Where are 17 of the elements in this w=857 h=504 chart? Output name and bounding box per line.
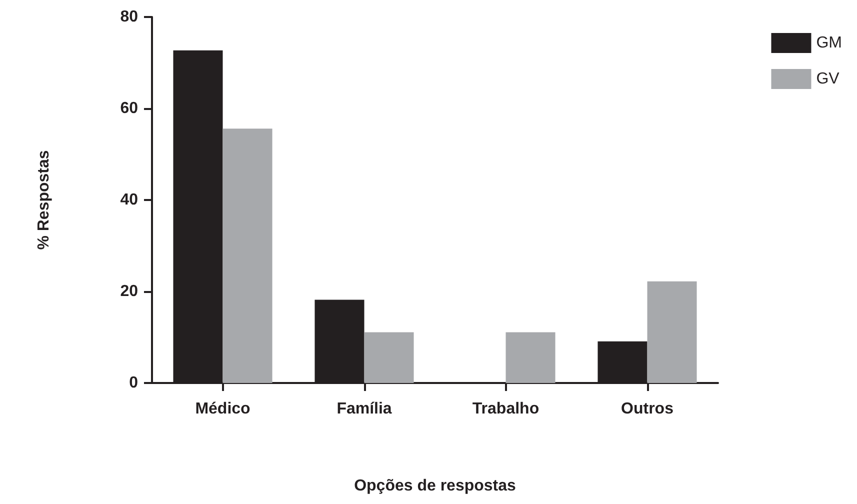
x-axis-title: Opções de respostas <box>354 478 516 494</box>
y-tick-label: 20 <box>120 283 138 300</box>
x-tick-label: Trabalho <box>472 400 540 418</box>
bar <box>222 128 272 383</box>
y-tick-label: 60 <box>120 100 138 117</box>
y-axis-title: % Respostas <box>36 150 52 250</box>
y-tick-label: 40 <box>120 192 138 208</box>
x-tick-label: Médico <box>195 400 251 418</box>
x-tick-label: Outros <box>621 400 674 418</box>
bar <box>647 281 697 383</box>
legend-label: GV <box>816 70 840 88</box>
y-tick-label: 0 <box>129 374 138 392</box>
bar <box>364 332 414 383</box>
legend-label: GM <box>816 34 842 52</box>
y-tick-label: 80 <box>120 8 138 26</box>
x-tick-label: Família <box>336 400 392 418</box>
bar <box>506 332 556 383</box>
